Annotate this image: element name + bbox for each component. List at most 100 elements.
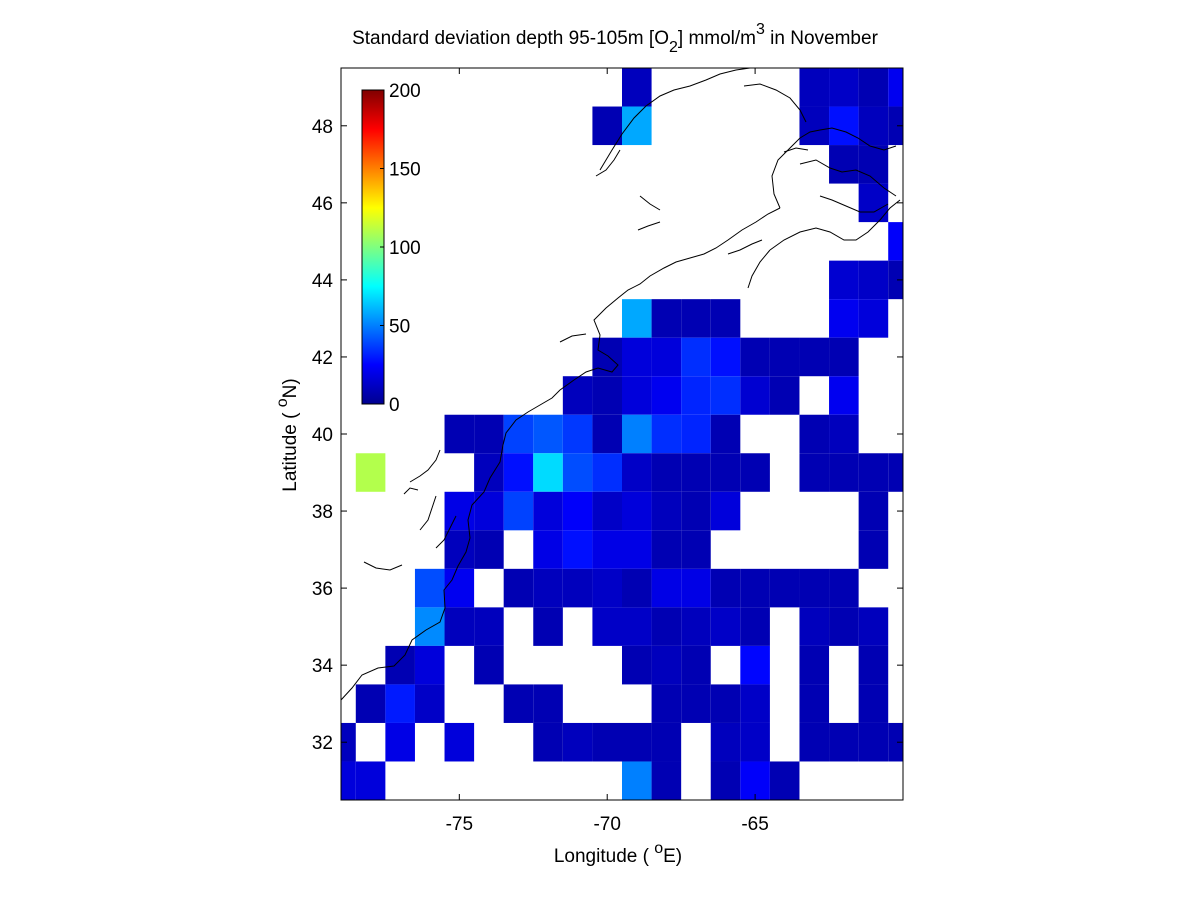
y-tick-label: 40 (312, 425, 333, 446)
heatmap-cell (533, 453, 563, 492)
heatmap-cell (622, 376, 652, 415)
heatmap-cell (829, 260, 859, 300)
x-axis-ticks: -75 -70 -65 (446, 68, 769, 835)
heatmap-cell (829, 607, 859, 646)
heatmap-cell (533, 491, 563, 531)
heatmap-cell (681, 530, 711, 569)
heatmap-cell (740, 453, 770, 492)
heatmap-cell (710, 568, 741, 608)
heatmap-cell (533, 722, 563, 762)
heatmap-cell (622, 645, 652, 685)
heatmap-cell (681, 376, 711, 415)
heatmap-cell (740, 645, 770, 685)
heatmap-cell (622, 568, 652, 608)
heatmap-cell (858, 453, 889, 492)
heatmap-cell (740, 684, 770, 723)
heatmap-cell (355, 453, 386, 492)
heatmap-cell (858, 68, 889, 107)
colorbar-tick-label: 100 (389, 238, 421, 259)
heatmap-cell (474, 530, 504, 569)
heatmap-cell (444, 568, 475, 608)
heatmap-cell (444, 722, 475, 762)
heatmap-cell (651, 607, 682, 646)
heatmap-cell (858, 183, 889, 223)
y-label-degree: o (274, 398, 291, 407)
heatmap-cell (592, 722, 622, 762)
x-tick-label: -70 (593, 814, 620, 835)
heatmap-cell (888, 222, 903, 261)
heatmap-cell (444, 530, 475, 569)
y-tick-label: 46 (312, 194, 333, 215)
heatmap-cell (414, 607, 445, 646)
y-tick-label: 44 (312, 271, 334, 292)
heatmap-cell (799, 722, 830, 762)
heatmap-cell (888, 106, 903, 146)
colorbar-ticks: 0 50 100 150 200 (380, 81, 421, 416)
heatmap-cell (799, 453, 830, 492)
colorbar-tick-label: 200 (389, 81, 421, 102)
heatmap-cell (651, 761, 682, 800)
plot-area: -75 -70 -65 32 34 36 38 40 42 44 46 48 (312, 67, 904, 835)
heatmap-cell (829, 145, 859, 184)
heatmap-cell (592, 414, 622, 454)
heatmap-cell (474, 491, 504, 531)
heatmap-cell (858, 645, 889, 685)
colorbar: 0 50 100 150 200 (361, 81, 421, 416)
heatmap-cell (592, 106, 622, 146)
heatmap-cell (622, 414, 652, 454)
x-axis-label: Longitude ( oE) (554, 840, 682, 867)
heatmap-cell (681, 607, 711, 646)
heatmap-cell (829, 376, 859, 415)
heatmap-cell (414, 645, 445, 685)
heatmap-cell (799, 414, 830, 454)
heatmap-cell (769, 337, 800, 377)
heatmap-cell (622, 530, 652, 569)
heatmap-cell (681, 453, 711, 492)
heatmap-cell (592, 568, 622, 608)
heatmap-cell (740, 607, 770, 646)
heatmap-cell (858, 722, 889, 762)
heatmap-cell (533, 414, 563, 454)
heatmap-cell (503, 568, 534, 608)
heatmap-cell (414, 684, 445, 723)
heatmap-cell (829, 337, 859, 377)
y-tick-label: 38 (312, 502, 333, 523)
heatmap-cell (651, 568, 682, 608)
heatmap-cell (355, 761, 386, 800)
heatmap-cell (622, 453, 652, 492)
heatmap-cell (681, 299, 711, 338)
heatmap-cell (444, 491, 475, 531)
heatmap-cell (622, 607, 652, 646)
heatmap-cell (622, 299, 652, 338)
heatmap-cell (799, 684, 830, 723)
heatmap-cells (341, 68, 903, 800)
heatmap-cell (740, 376, 770, 415)
title-superscript: 3 (756, 21, 765, 38)
heatmap-cell (740, 761, 770, 800)
x-tick-label: -75 (446, 814, 473, 835)
heatmap-cell (341, 761, 356, 800)
heatmap-cell (622, 491, 652, 531)
heatmap-cell (681, 684, 711, 723)
heatmap-cell (622, 337, 652, 377)
heatmap-cell (651, 453, 682, 492)
heatmap-cell (503, 684, 534, 723)
heatmap-cell (799, 645, 830, 685)
chart-title: Standard deviation depth 95-105m [O2] mm… (352, 21, 878, 56)
heatmap-cell (710, 491, 741, 531)
heatmap-cell (651, 491, 682, 531)
heatmap-cell (444, 414, 475, 454)
heatmap-cell (829, 453, 859, 492)
heatmap-cell (622, 106, 652, 146)
y-tick-label: 34 (312, 656, 334, 677)
heatmap-cell (592, 453, 622, 492)
y-axis-ticks: 32 34 36 38 40 42 44 46 48 (312, 117, 903, 754)
heatmap-cell (799, 106, 830, 146)
heatmap-cell (769, 376, 800, 415)
heatmap-cell (858, 299, 889, 338)
heatmap-cell (681, 491, 711, 531)
heatmap-cell (385, 645, 415, 685)
colorbar-tick-label: 50 (389, 317, 410, 338)
heatmap-cell (533, 607, 563, 646)
